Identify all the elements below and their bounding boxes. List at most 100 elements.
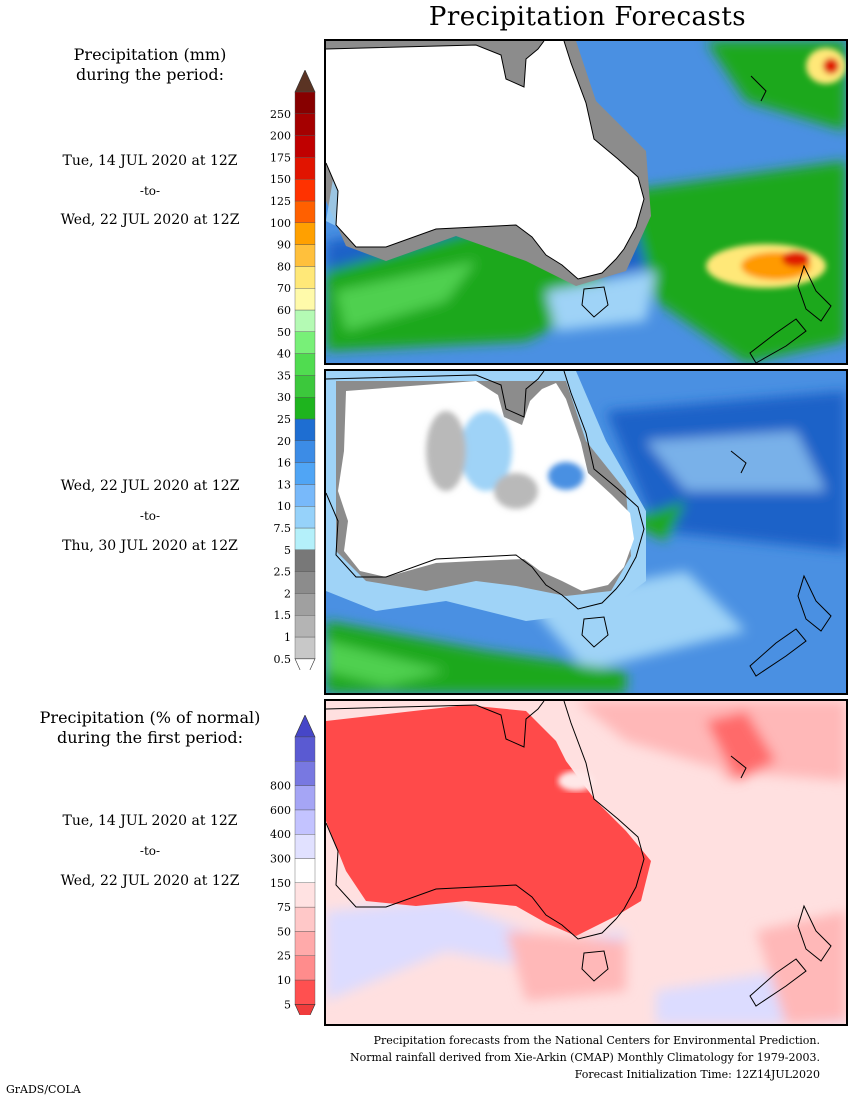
mm-colorbar-swatch [294,91,316,114]
mm-colorbar-tick-label: 50 [277,326,291,339]
mm-colorbar-tick-label: 2.5 [274,566,292,579]
pct-colorbar-swatch [294,979,316,1005]
mm-colorbar-swatch [294,549,316,572]
mm-colorbar-tick-label: 90 [277,239,291,252]
mm-colorbar-swatch [294,178,316,202]
credit-line-1: Precipitation forecasts from the Nationa… [373,1034,820,1047]
credit-line-3: Forecast Initialization Time: 12Z14JUL20… [574,1068,820,1081]
pct-colorbar-swatch [294,736,316,762]
mm-colorbar-tick-label: 13 [277,478,291,491]
pct-period-end: Wed, 22 JUL 2020 at 12Z [60,873,240,889]
mm-colorbar-tick-label: 175 [270,151,291,164]
mm-colorbar-swatch [294,418,316,441]
mm-colorbar-swatch [294,287,316,311]
mm-colorbar-swatch [294,375,316,398]
pct-period-start: Tue, 14 JUL 2020 at 12Z [62,813,238,829]
pct-colorbar-bottom-arrow [294,1003,316,1015]
mm-heading-line1: Precipitation (mm) [73,45,227,64]
mm-colorbar-tick-label: 80 [277,260,291,273]
mm-colorbar-swatch [294,353,316,376]
mm-colorbar-swatch [294,571,316,594]
grads-label: GrADS/COLA [6,1083,81,1096]
mm-colorbar-swatch [294,200,316,223]
mm-colorbar-tick-label: 30 [277,391,291,404]
page-title: Precipitation Forecasts [428,2,747,32]
mm-colorbar-tick-label: 25 [277,413,291,426]
mm-colorbar-tick-label: 100 [270,217,291,230]
period2-to: -to- [139,509,161,523]
pct-heading-line1: Precipitation (% of normal) [39,708,261,727]
mm-colorbar-tick-label: 16 [277,457,291,470]
pct-colorbar-tick-label: 75 [277,901,291,914]
mm-colorbar-swatch [294,135,316,158]
mm-heading-line2: during the period: [76,65,224,84]
precip-map-period1 [326,41,846,363]
pct-colorbar-swatch [294,833,316,859]
mm-colorbar-top-arrow [294,70,316,93]
mm-colorbar-swatch [294,397,316,420]
pct-colorbar-swatch [294,785,316,811]
mm-colorbar-tick-label: 35 [277,369,291,382]
mm-colorbar-swatch [294,222,316,245]
period2-start: Wed, 22 JUL 2020 at 12Z [60,478,240,494]
pct-period-to: -to- [139,844,161,858]
pct-colorbar-tick-label: 400 [270,828,291,841]
mm-colorbar-tick-label: 1.5 [274,609,292,622]
mm-colorbar-tick-label: 1 [284,631,291,644]
pct-colorbar-swatch [294,882,316,908]
mm-colorbar-tick-label: 0.5 [274,653,292,666]
mm-colorbar-swatch [294,440,316,463]
map-panel-percent-normal [324,699,848,1026]
mm-colorbar-tick-label: 250 [270,108,291,121]
mm-colorbar-bottom-arrow [294,658,316,670]
period1-to: -to- [139,184,161,198]
precip-map-period2 [326,371,846,693]
pct-colorbar-swatch [294,955,316,981]
pct-colorbar-tick-label: 150 [270,877,291,890]
mm-colorbar-tick-label: 125 [270,195,291,208]
pct-colorbar-tick-label: 5 [284,998,291,1011]
mm-colorbar-swatch [294,484,316,507]
mm-colorbar-swatch [294,615,316,638]
mm-heading: Precipitation (mm) during the period: [20,45,280,85]
mm-colorbar-tick-label: 7.5 [274,522,292,535]
mm-colorbar-tick-label: 40 [277,348,291,361]
mm-colorbar-swatch [294,331,316,354]
pct-colorbar-top-arrow [294,715,316,738]
pct-heading-line2: during the first period: [56,728,244,747]
mm-colorbar-tick-label: 200 [270,130,291,143]
pct-colorbar-tick-label: 50 [277,925,291,938]
period1-end: Wed, 22 JUL 2020 at 12Z [60,212,240,228]
pct-colorbar-tick-label: 300 [270,853,291,866]
pct-colorbar-swatch [294,906,316,932]
map-panel-period1 [324,39,848,365]
mm-colorbar-tick-label: 2 [284,587,291,600]
pct-colorbar-tick-label: 800 [270,780,291,793]
pct-colorbar: 5 10 25 50 75 150 300 400 600 800 [270,715,316,1015]
period1-start: Tue, 14 JUL 2020 at 12Z [62,153,238,169]
mm-colorbar-tick-label: 70 [277,282,291,295]
mm-colorbar-swatch [294,309,316,332]
percent-normal-map [326,701,846,1024]
mm-colorbar: 0.5 1 1.5 2 2.5 5 7.5 10 13 16 20 25 30 35 40 50 60 70 80 9… [270,70,316,670]
mm-colorbar-tick-label: 20 [277,435,291,448]
mm-colorbar-swatch [294,113,316,136]
mm-colorbar-swatch [294,244,316,267]
mm-colorbar-swatch [294,266,316,289]
mm-colorbar-swatch [294,593,316,616]
pct-colorbar-swatch [294,931,316,956]
pct-colorbar-tick-label: 25 [277,950,291,963]
mm-colorbar-swatch [294,157,316,180]
pct-colorbar-swatch [294,858,316,883]
mm-colorbar-swatch [294,462,316,485]
pct-heading: Precipitation (% of normal) during the f… [10,708,290,748]
mm-colorbar-tick-label: 10 [277,500,291,513]
pct-colorbar-tick-label: 10 [277,974,291,987]
mm-colorbar-swatch [294,527,316,550]
pct-colorbar-swatch [294,761,316,786]
mm-colorbar-tick-label: 150 [270,173,291,186]
mm-colorbar-tick-label: 5 [284,544,291,557]
mm-colorbar-tick-label: 60 [277,304,291,317]
pct-colorbar-tick-label: 600 [270,804,291,817]
period2-end: Thu, 30 JUL 2020 at 12Z [62,538,238,554]
